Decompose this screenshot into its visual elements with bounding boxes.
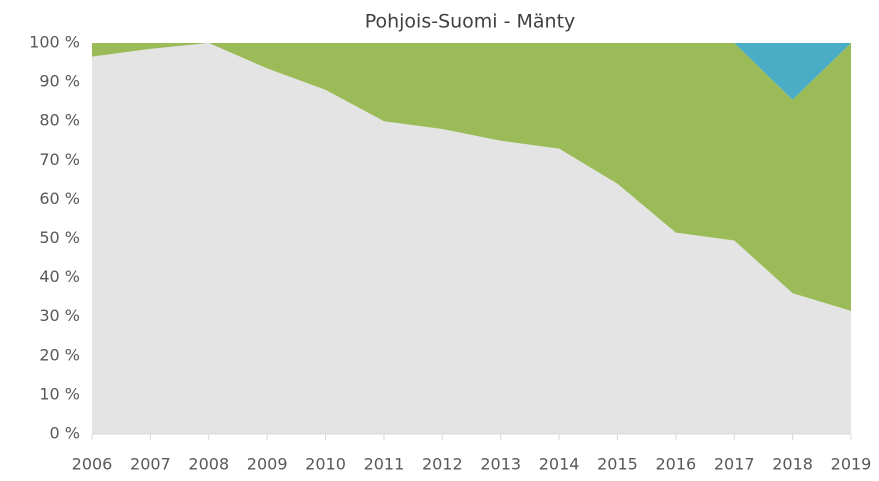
y-tick-label: 80 %	[39, 111, 80, 130]
x-tick-label: 2014	[539, 455, 580, 474]
y-tick-label: 90 %	[39, 72, 80, 91]
x-tick-label: 2009	[247, 455, 288, 474]
y-tick-label: 70 %	[39, 150, 80, 169]
y-tick-label: 100 %	[29, 33, 80, 52]
chart-title: Pohjois-Suomi - Mänty	[365, 11, 576, 33]
x-tick-label: 2013	[480, 455, 521, 474]
area	[92, 43, 851, 434]
area	[92, 43, 851, 100]
x-tick-label: 2016	[655, 455, 696, 474]
y-tick-label: 0 %	[50, 424, 80, 443]
y-tick-label: 40 %	[39, 267, 80, 286]
y-tick-label: 60 %	[39, 189, 80, 208]
y-tick-label: 50 %	[39, 228, 80, 247]
x-tick-label: 2018	[772, 455, 813, 474]
x-tick-label: 2017	[714, 455, 755, 474]
x-tick-label: 2006	[72, 455, 113, 474]
x-tick-label: 2007	[130, 455, 171, 474]
x-tick-label: 2011	[364, 455, 405, 474]
x-tick-label: 2012	[422, 455, 463, 474]
y-tick-label: 20 %	[39, 345, 80, 364]
x-tick-label: 2008	[188, 455, 229, 474]
x-tick-label: 2010	[305, 455, 346, 474]
y-tick-label: 10 %	[39, 384, 80, 403]
area	[92, 43, 851, 311]
y-tick-label: 30 %	[39, 306, 80, 325]
x-tick-label: 2019	[831, 455, 872, 474]
x-tick-label: 2015	[597, 455, 638, 474]
